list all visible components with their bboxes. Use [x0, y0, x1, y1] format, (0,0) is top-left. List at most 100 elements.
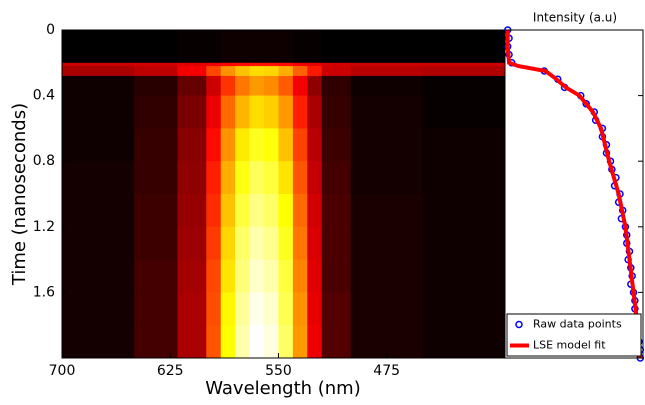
heat-cell: [220, 259, 236, 293]
heat-cell: [292, 95, 308, 129]
heat-cell: [264, 66, 279, 77]
heat-cell: [249, 325, 265, 359]
heat-cell: [292, 128, 308, 162]
heat-cell: [220, 128, 236, 162]
heat-cell: [321, 325, 352, 359]
heat-cell: [177, 66, 207, 77]
heat-cell: [350, 194, 424, 228]
heat-cell: [177, 95, 207, 129]
heat-cell: [235, 259, 251, 293]
heat-cell: [62, 30, 135, 64]
heat-cell: [350, 66, 424, 77]
heat-cell: [220, 194, 236, 228]
heat-cell: [321, 95, 352, 129]
heat-cell: [206, 62, 222, 67]
heat-cell: [264, 95, 279, 129]
heat-cell: [264, 128, 279, 162]
heat-cell: [350, 325, 424, 359]
heat-cell: [206, 66, 222, 77]
intensity-label: Intensity (a.u): [533, 11, 617, 25]
heat-cell: [249, 66, 265, 77]
heat-cell: [264, 75, 279, 97]
y-tick-label: 0.4: [33, 88, 55, 104]
heat-cell: [264, 292, 279, 326]
heat-cell: [422, 30, 506, 64]
heat-cell: [134, 30, 178, 64]
heat-cell: [321, 194, 352, 228]
heat-cell: [62, 128, 135, 162]
heat-cell: [220, 226, 236, 261]
heat-cell: [264, 62, 279, 67]
heat-cell: [220, 161, 236, 195]
heat-cell: [350, 259, 424, 293]
y-axis-label: Time (nanoseconds): [9, 103, 30, 286]
heat-cell: [278, 62, 294, 67]
heat-cell: [177, 292, 207, 326]
heat-cell: [220, 325, 236, 359]
heat-cell: [422, 161, 506, 195]
heat-cell: [422, 226, 506, 261]
heat-cell: [206, 325, 222, 359]
heat-cell: [307, 30, 323, 64]
heat-cell: [206, 161, 222, 195]
heat-cell: [321, 226, 352, 261]
heat-cell: [220, 292, 236, 326]
heat-cell: [307, 259, 323, 293]
heat-cell: [350, 226, 424, 261]
heat-cell: [249, 292, 265, 326]
heat-cell: [134, 75, 178, 97]
heat-cell: [235, 325, 251, 359]
heat-cell: [264, 325, 279, 359]
heat-cell: [249, 95, 265, 129]
heat-cell: [134, 325, 178, 359]
heat-cell: [235, 161, 251, 195]
heat-cell: [292, 161, 308, 195]
heat-cell: [278, 325, 294, 359]
heat-cell: [206, 292, 222, 326]
heat-cell: [321, 161, 352, 195]
heat-cell: [307, 62, 323, 67]
heat-cell: [307, 66, 323, 77]
heat-cell: [422, 325, 506, 359]
heat-cell: [307, 292, 323, 326]
heat-cell: [206, 259, 222, 293]
heat-cell: [249, 194, 265, 228]
x-tick-label: 475: [373, 363, 400, 379]
heat-cell: [220, 66, 236, 77]
heat-cell: [292, 62, 308, 67]
y-tick-label: 1.2: [33, 219, 55, 235]
heat-cell: [206, 226, 222, 261]
heat-cell: [134, 62, 178, 67]
heat-cell: [134, 66, 178, 77]
heat-cell: [278, 292, 294, 326]
heat-cell: [278, 128, 294, 162]
heat-cell: [177, 30, 207, 64]
heat-cell: [134, 259, 178, 293]
heat-cell: [350, 30, 424, 64]
heat-cell: [321, 75, 352, 97]
heat-cell: [235, 95, 251, 129]
heat-cell: [278, 161, 294, 195]
x-axis-label: Wavelength (nm): [205, 378, 361, 399]
heat-cell: [235, 194, 251, 228]
heat-cell: [177, 161, 207, 195]
heat-cell: [307, 128, 323, 162]
heat-cell: [249, 75, 265, 97]
heat-cell: [134, 95, 178, 129]
x-tick-label: 550: [265, 363, 292, 379]
heat-cell: [321, 128, 352, 162]
heat-cell: [134, 161, 178, 195]
heat-cell: [292, 292, 308, 326]
heat-cell: [321, 66, 352, 77]
heat-cell: [422, 62, 506, 67]
heat-cell: [321, 30, 352, 64]
heat-cell: [350, 62, 424, 67]
heat-cell: [62, 226, 135, 261]
heat-cell: [292, 226, 308, 261]
heat-cell: [264, 30, 279, 64]
legend-box: [506, 313, 642, 357]
heat-cell: [278, 75, 294, 97]
heat-cell: [422, 259, 506, 293]
heat-cell: [278, 30, 294, 64]
